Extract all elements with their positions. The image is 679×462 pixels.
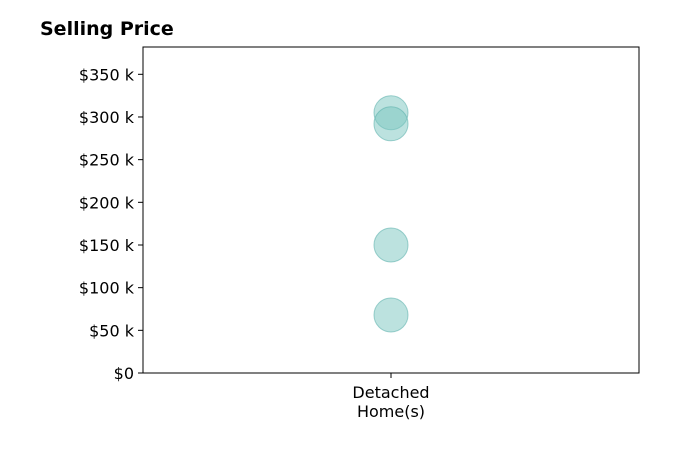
x-tick-label: Detached Home(s)	[352, 383, 429, 421]
y-tick-label: $0	[114, 364, 134, 383]
y-tick-label: $50 k	[89, 321, 135, 340]
data-point	[373, 227, 409, 263]
y-tick-label: $200 k	[79, 193, 135, 212]
y-axis: $0 $50 k $100 k $150 k $200 k $250 k $300 k $35…	[79, 65, 143, 383]
y-tick-label: $250 k	[79, 151, 135, 170]
data-point	[373, 106, 409, 142]
data-point	[373, 297, 409, 333]
y-tick-label: $350 k	[79, 65, 135, 84]
chart-title: Selling Price	[40, 18, 174, 40]
y-tick-label: $300 k	[79, 108, 135, 127]
y-tick-label: $100 k	[79, 279, 135, 298]
data-points	[373, 95, 409, 333]
y-tick-label: $150 k	[79, 236, 135, 255]
x-axis: Detached Home(s)	[352, 373, 430, 421]
